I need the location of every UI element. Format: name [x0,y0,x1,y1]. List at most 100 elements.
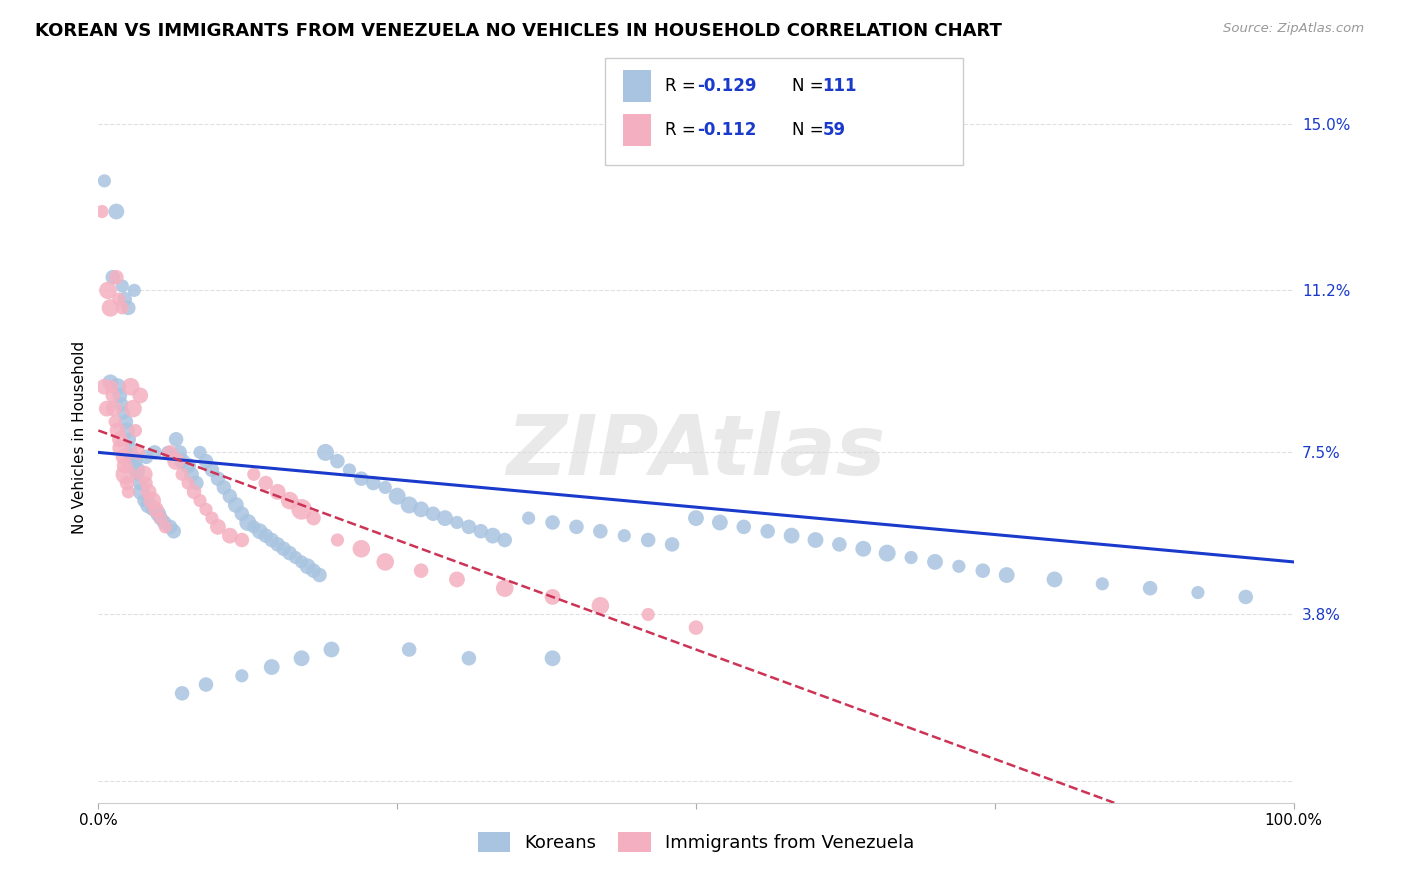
Point [1043,573,1066,587]
Point [517,511,540,525]
Point [138,484,160,499]
Point [291,502,314,516]
Point [172,686,194,700]
Point [111,279,134,293]
Point [141,493,163,508]
Point [172,467,194,482]
Point [195,502,218,516]
Point [118,432,141,446]
Point [172,454,194,468]
Point [852,541,875,556]
Point [115,415,138,429]
Point [169,445,191,459]
Point [398,642,420,657]
Text: R =: R = [665,77,702,95]
Text: N =: N = [792,121,828,139]
Point [98,376,122,390]
Point [107,424,129,438]
Point [127,467,149,482]
Point [100,380,122,394]
Point [260,533,283,547]
Point [541,516,564,530]
Point [148,507,170,521]
Point [124,454,146,468]
Point [900,550,922,565]
Point [302,564,325,578]
Point [124,284,146,298]
Point [243,467,266,482]
Point [231,669,253,683]
Text: 59: 59 [823,121,845,139]
Point [104,415,127,429]
Point [124,424,146,438]
Point [145,502,167,516]
Point [780,528,803,542]
Point [107,380,129,394]
Point [98,301,122,315]
Point [101,388,124,402]
Point [183,484,205,499]
Point [120,441,142,455]
Point [308,568,330,582]
Point [138,498,160,512]
Point [159,520,181,534]
Point [350,472,373,486]
Point [93,380,115,394]
Point [195,677,218,691]
Point [153,516,176,530]
Point [470,524,492,539]
Point [149,511,172,525]
Point [326,533,349,547]
Point [350,541,373,556]
Point [267,484,290,499]
Point [101,270,124,285]
Point [541,590,564,604]
Point [105,204,128,219]
Point [219,489,242,503]
Point [249,524,271,539]
Point [219,528,242,542]
Point [458,520,481,534]
Point [125,463,148,477]
Point [103,401,125,416]
Text: Source: ZipAtlas.com: Source: ZipAtlas.com [1223,22,1364,36]
Point [291,555,314,569]
Point [273,541,295,556]
Point [446,573,468,587]
Point [733,520,755,534]
Point [637,607,659,622]
Point [107,292,129,306]
Point [363,476,385,491]
Point [284,550,307,565]
Point [122,401,145,416]
Point [565,520,588,534]
Point [398,498,420,512]
Point [1091,576,1114,591]
Point [315,445,337,459]
Point [186,476,208,491]
Point [117,484,139,499]
Point [1139,581,1161,595]
Point [114,458,136,473]
Point [201,463,224,477]
Point [156,445,179,459]
Point [188,493,211,508]
Point [91,204,114,219]
Point [201,511,224,525]
Point [212,480,235,494]
Text: N =: N = [792,77,828,95]
Text: -0.112: -0.112 [697,121,756,139]
Text: R =: R = [665,121,702,139]
Point [434,511,457,525]
Point [243,520,266,534]
Text: ZIPAtlas: ZIPAtlas [506,411,886,492]
Point [165,454,187,468]
Point [114,292,136,306]
Point [141,502,163,516]
Point [180,467,202,482]
Point [115,467,138,482]
Point [254,528,277,542]
Point [149,511,172,525]
Point [231,533,253,547]
Point [143,445,166,459]
